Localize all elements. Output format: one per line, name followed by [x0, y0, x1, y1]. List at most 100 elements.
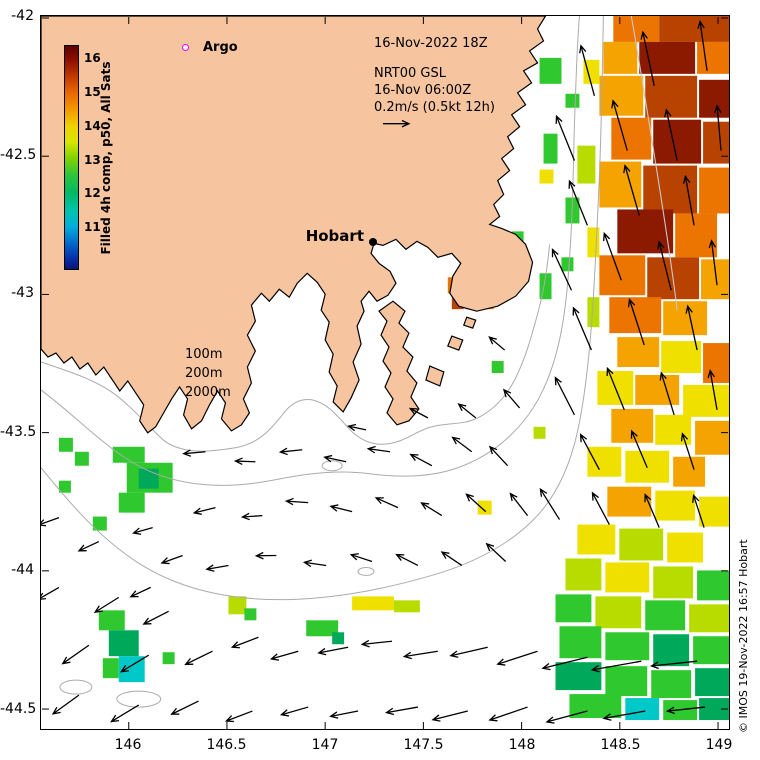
sst-cell [703, 121, 729, 164]
x-axis-tick-label: 146.5 [206, 737, 247, 753]
sst-cell [565, 93, 580, 108]
sst-cell [477, 500, 492, 515]
current-vector-arrow [269, 650, 299, 661]
current-vector-arrow [603, 231, 622, 281]
sst-cell [58, 437, 73, 452]
sst-cell [98, 610, 125, 631]
sst-cell [653, 634, 690, 667]
sst-cell [583, 59, 600, 84]
current-vector-arrow [329, 504, 353, 513]
depth-label-2000m: 2000m [185, 385, 231, 400]
sst-cell [555, 594, 592, 623]
current-vector-arrow [132, 526, 153, 535]
current-vector-arrow [692, 493, 705, 528]
depth-label-200m: 200m [185, 366, 223, 381]
sst-cell [92, 516, 107, 531]
sst-cell [675, 213, 718, 258]
current-vector-arrow [431, 710, 468, 722]
small-island [462, 316, 477, 329]
sst-cell [651, 670, 692, 699]
current-vector-arrow [402, 650, 438, 660]
current-vector-arrow [440, 551, 463, 566]
current-vector-arrow [205, 564, 229, 572]
sst-cell [605, 666, 648, 697]
bathymetry-contour-2000m [41, 16, 604, 601]
axis-tick-marks [41, 16, 729, 729]
current-vector-arrow [170, 700, 199, 715]
current-vector-arrow [120, 654, 150, 673]
current-vector-arrow [420, 502, 443, 517]
current-vector-arrow [551, 248, 573, 291]
sst-cell [683, 384, 729, 417]
closed-contour-loop [357, 566, 375, 576]
sst-cell [605, 632, 650, 661]
vector-scale-label: 0.2m/s (0.5kt 12h) [374, 100, 495, 115]
sst-cell [599, 75, 644, 116]
current-vector-arrow [485, 542, 507, 562]
datetime-label: 16-Nov-2022 18Z [374, 36, 488, 51]
current-vector-arrow [697, 19, 708, 71]
y-axis-tick-label: -42 [11, 8, 34, 24]
closed-contour-loop [321, 460, 343, 472]
current-vector-arrow [680, 432, 695, 470]
y-axis-tick-label: -43.5 [0, 423, 37, 440]
land-tasmania [41, 16, 547, 434]
current-vector-arrow [192, 506, 216, 515]
current-vector-arrow [449, 646, 488, 658]
current-vector-arrow [606, 366, 625, 411]
colorbar-gradient [64, 45, 79, 270]
current-vector-arrow [465, 493, 487, 513]
sst-cell [587, 446, 622, 477]
argo-label: Argo [203, 40, 238, 55]
current-vector-arrow [664, 108, 678, 161]
colorbar-tick-label: 11 [84, 220, 101, 234]
sst-cell [635, 374, 680, 405]
sst-cell [595, 596, 642, 629]
current-vector-arrow [409, 453, 433, 467]
model-name-label: NRT00 GSL [374, 66, 446, 81]
y-axis-tick-label: -44 [11, 562, 34, 579]
current-vector-arrow [349, 553, 373, 563]
sst-cell [565, 558, 602, 591]
sst-cell [695, 668, 729, 697]
sst-cell [655, 414, 692, 445]
sst-cell [609, 297, 662, 334]
y-axis-tick-label: -42.5 [0, 146, 37, 163]
sst-cell [491, 361, 504, 373]
map-canvas [41, 16, 729, 729]
sst-cell [138, 468, 159, 489]
x-axis-tick-label: 146 [114, 737, 142, 753]
current-vector-arrow [302, 559, 327, 568]
colorbar-tick-label: 15 [84, 85, 101, 99]
sst-cell [699, 698, 729, 721]
current-vector-arrow [611, 99, 628, 151]
current-vector-arrow [457, 403, 477, 419]
hobart-label: Hobart [305, 227, 364, 245]
sst-cell [74, 451, 89, 466]
current-vector-arrow [708, 239, 718, 286]
sst-cell [611, 117, 652, 160]
current-vector-layer [41, 19, 722, 724]
current-vector-arrow [184, 650, 213, 666]
current-vector-arrow [579, 44, 596, 96]
sst-cell [599, 255, 646, 296]
sst-cell [306, 620, 339, 637]
sst-cell [617, 337, 660, 368]
copyright-credit: © IMOS 19-Nov-2022 16:57 Hobart [737, 539, 750, 733]
sst-cell [689, 604, 729, 633]
current-vector-arrow [554, 376, 576, 416]
colorbar-tick-label: 13 [84, 153, 101, 167]
sst-cell [332, 632, 345, 645]
sst-cell [667, 532, 704, 563]
model-time-label: 16-Nov 06:00Z [374, 83, 472, 98]
small-island [447, 335, 464, 351]
bathymetry-contour-100m [41, 244, 551, 452]
current-vector-arrow [230, 636, 259, 649]
bruny-island [378, 300, 420, 426]
colorbar-tick-label: 16 [84, 51, 101, 65]
sst-cell [118, 492, 145, 513]
sst-cell [539, 57, 562, 84]
current-vector-arrow [346, 423, 367, 432]
sst-cell [555, 662, 602, 691]
